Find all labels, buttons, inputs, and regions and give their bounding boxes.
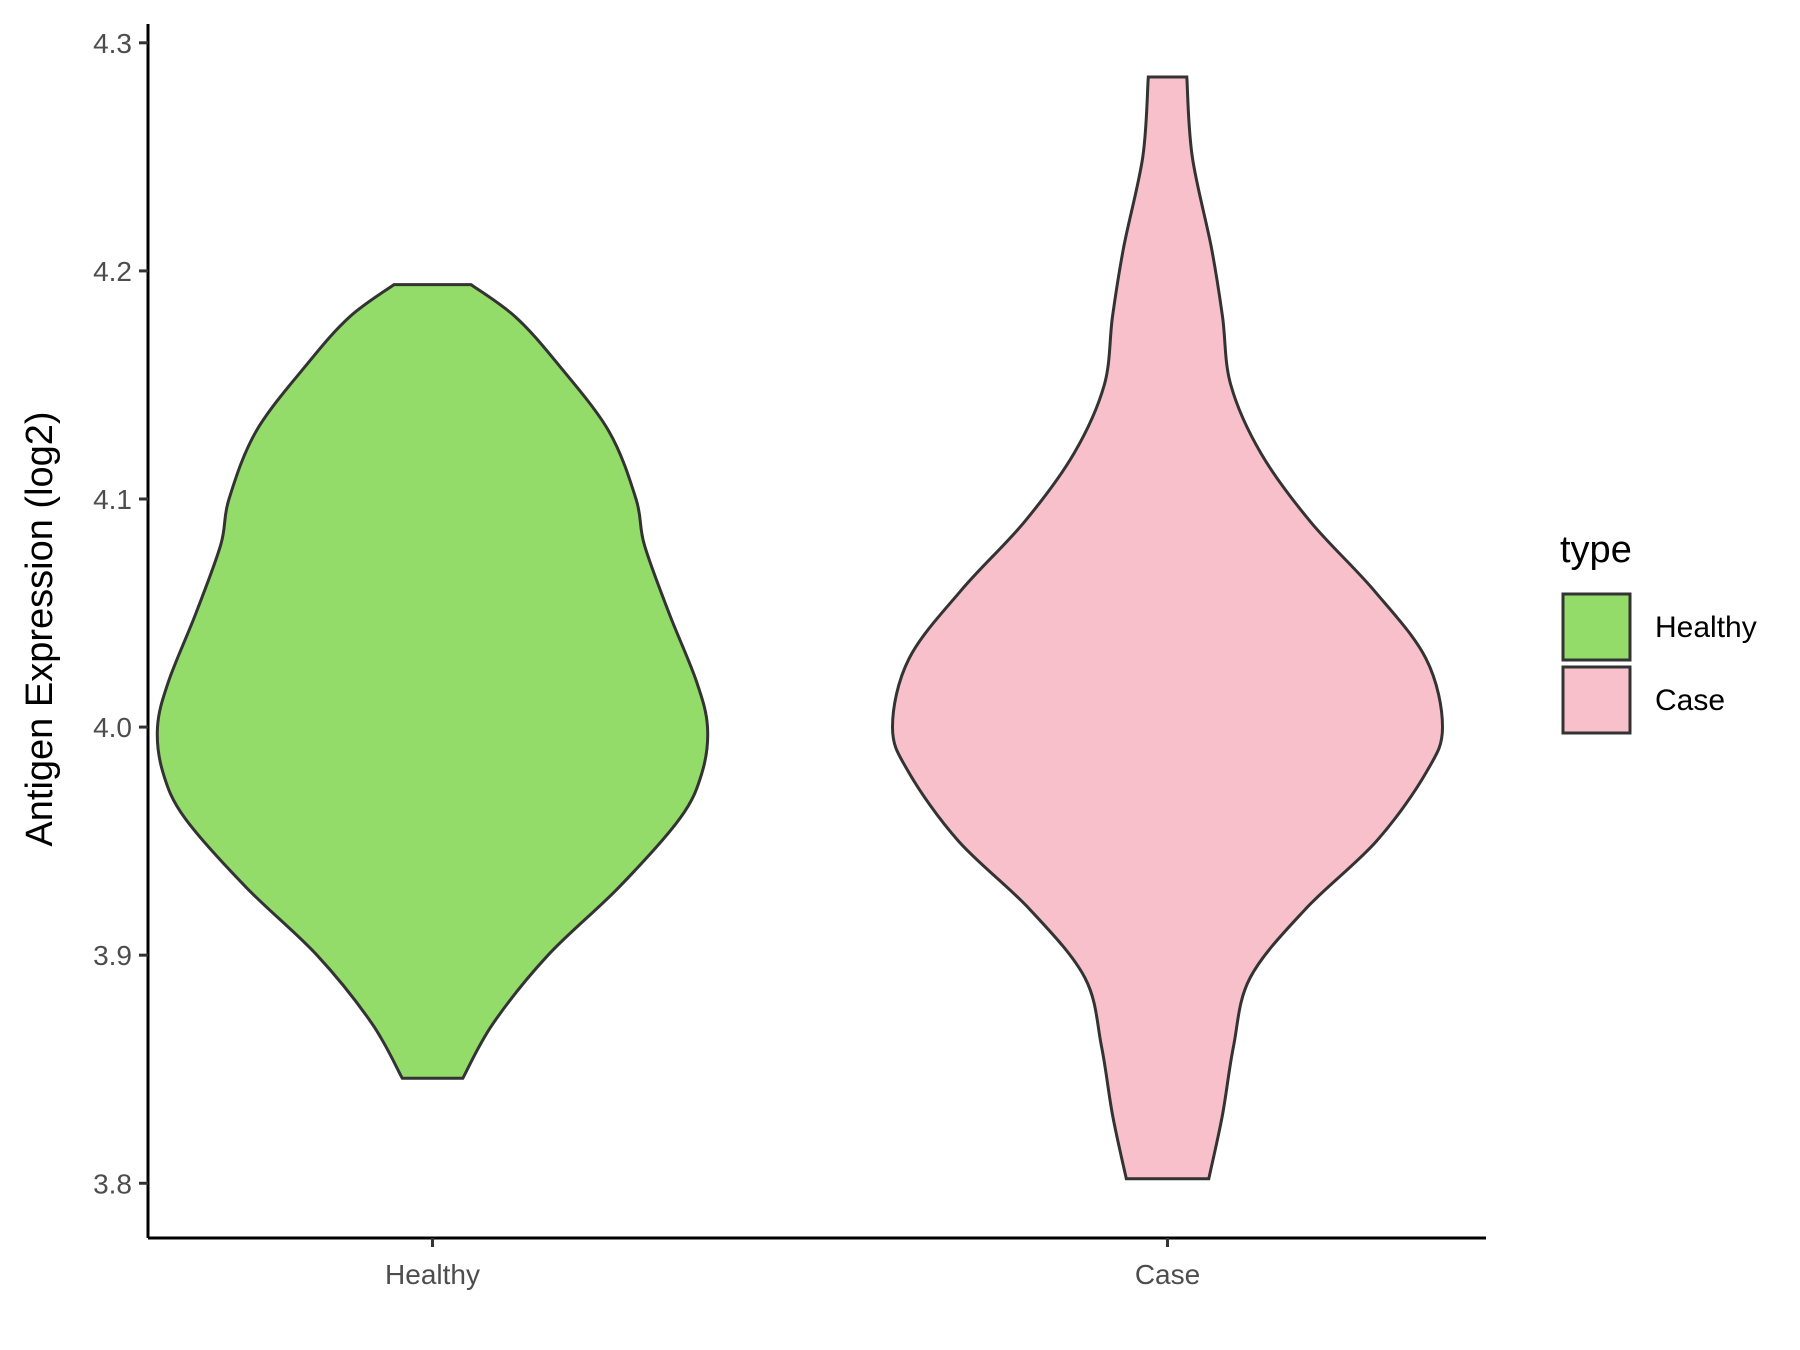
y-tick-label: 4.0: [93, 712, 132, 743]
y-tick-label: 4.1: [93, 484, 132, 515]
y-axis-title: Antigen Expression (log2): [19, 411, 61, 846]
legend-label-healthy: Healthy: [1655, 611, 1757, 644]
y-tick-label: 3.9: [93, 940, 132, 971]
axes-group: 3.8 3.9 4.0 4.1 4.2 4.3 Healthy Case: [93, 24, 1486, 1290]
x-tick-label: Case: [1135, 1259, 1200, 1290]
legend-key-case: [1561, 665, 1632, 735]
y-tick-label: 4.3: [93, 28, 132, 59]
violin-case: [890, 75, 1445, 1181]
y-ticks: 3.8 3.9 4.0 4.1 4.2 4.3: [93, 28, 148, 1199]
y-tick-label: 4.2: [93, 256, 132, 287]
x-ticks: Healthy Case: [385, 1238, 1200, 1290]
legend: type Healthy Case: [1560, 529, 1757, 735]
legend-entries: Healthy Case: [1561, 592, 1757, 735]
legend-key-healthy: [1561, 592, 1632, 662]
x-tick-label: Healthy: [385, 1259, 480, 1290]
legend-label-case: Case: [1655, 684, 1725, 717]
legend-title: type: [1560, 529, 1632, 571]
violin-healthy: [155, 283, 710, 1080]
violins-group: [155, 75, 1445, 1181]
y-tick-label: 3.8: [93, 1168, 132, 1199]
